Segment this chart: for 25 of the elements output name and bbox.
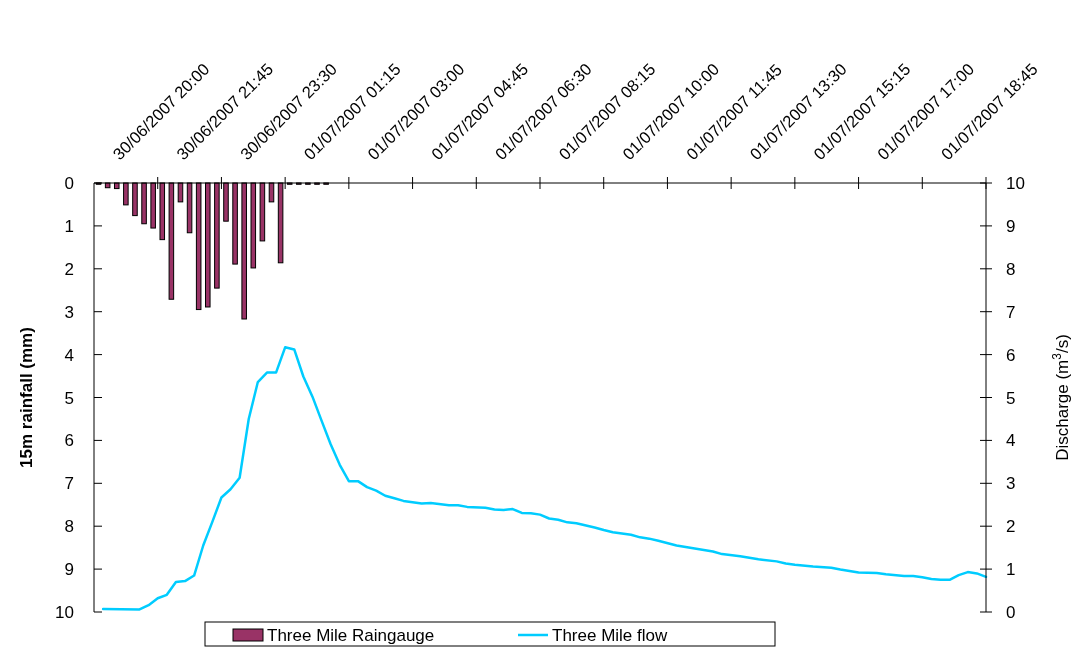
y-tick-label: 9 bbox=[64, 560, 74, 580]
y2-tick-label: 7 bbox=[1006, 302, 1016, 322]
y2-tick-label: 5 bbox=[1006, 388, 1016, 408]
y-tick-label: 6 bbox=[64, 431, 74, 451]
y2-tick-label: 4 bbox=[1006, 431, 1016, 451]
y2-tick-label: 2 bbox=[1006, 517, 1016, 537]
y2-tick-label: 0 bbox=[1006, 603, 1016, 622]
y2-tick-label: 6 bbox=[1006, 345, 1016, 365]
y-tick-label: 8 bbox=[64, 517, 74, 537]
y-tick-label: 2 bbox=[64, 259, 74, 279]
y-tick-label: 1 bbox=[64, 216, 74, 236]
y-tick-label: 3 bbox=[64, 302, 74, 322]
y-axis-title: 15m rainfall (mm) bbox=[17, 327, 36, 468]
y2-tick-label: 9 bbox=[1006, 216, 1016, 236]
y2-tick-label: 1 bbox=[1006, 560, 1016, 580]
y-tick-label: 4 bbox=[64, 345, 74, 365]
y-tick-label: 5 bbox=[64, 388, 74, 408]
y-tick-label: 0 bbox=[64, 174, 74, 193]
y-tick-label: 7 bbox=[64, 474, 74, 494]
legend-label: Three Mile flow bbox=[552, 626, 668, 645]
y2-tick-label: 3 bbox=[1006, 474, 1016, 494]
y2-tick-label: 10 bbox=[1006, 174, 1025, 193]
y-tick-label: 10 bbox=[55, 603, 74, 622]
legend-label: Three Mile Raingauge bbox=[267, 626, 435, 645]
y2-tick-label: 8 bbox=[1006, 259, 1016, 279]
